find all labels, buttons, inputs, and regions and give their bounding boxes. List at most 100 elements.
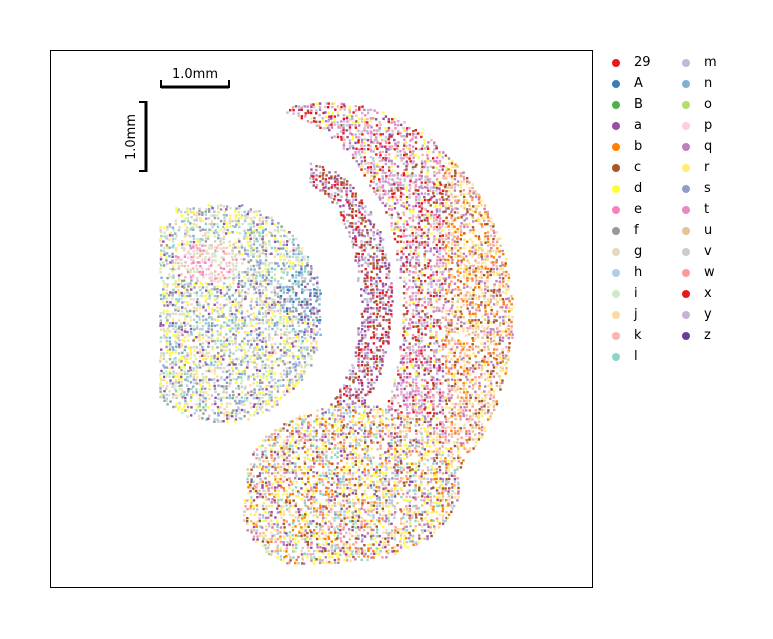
spot-x (424, 306, 427, 309)
spot-a (438, 214, 441, 217)
spot-j (174, 336, 178, 339)
spot-b (492, 357, 496, 360)
spot-x (388, 321, 391, 324)
spot-q (427, 141, 430, 144)
spot-c (456, 264, 460, 267)
spot-i (280, 228, 283, 232)
spot-d (180, 378, 183, 381)
spot-e (190, 255, 193, 259)
spot-29 (438, 366, 441, 369)
spot-g (238, 306, 241, 309)
spot-i (237, 210, 241, 214)
spot-l (255, 280, 258, 283)
spot-a (387, 118, 390, 121)
spot-q (478, 363, 481, 367)
spot-v (363, 126, 366, 130)
spot-j (216, 363, 219, 367)
spot-c (321, 183, 325, 186)
spot-a (402, 379, 405, 382)
spot-n (238, 343, 241, 346)
spot-q (408, 204, 411, 207)
spot-g (285, 255, 288, 259)
spot-j (459, 391, 462, 394)
spot-u (471, 387, 474, 390)
spot-r (208, 367, 211, 370)
spot-q (444, 282, 447, 285)
spot-t (408, 270, 412, 273)
spot-k (358, 132, 361, 136)
spot-g (247, 277, 250, 280)
spot-x (393, 192, 396, 195)
spot-g (166, 228, 169, 231)
spot-m (402, 135, 405, 138)
spot-x (355, 228, 358, 231)
spot-u (456, 322, 459, 325)
spot-r (277, 231, 280, 234)
spot-q (456, 180, 460, 183)
spot-v (253, 240, 256, 243)
spot-a (367, 342, 370, 345)
spot-r (454, 348, 457, 352)
spot-e (202, 249, 205, 252)
spot-n (240, 372, 243, 376)
spot-x (399, 376, 402, 379)
spot-g (244, 354, 247, 357)
spot-e (210, 264, 213, 267)
spot-29 (391, 118, 394, 121)
spot-c (372, 387, 375, 390)
spot-e (424, 361, 427, 364)
spot-q (382, 303, 385, 307)
spot-j (486, 298, 490, 301)
spot-p (195, 264, 198, 268)
spot-u (472, 190, 475, 193)
spot-b (486, 237, 490, 241)
spot-s (213, 324, 216, 327)
spot-x (379, 142, 382, 145)
spot-n (207, 327, 210, 330)
spot-q (406, 346, 409, 349)
spot-w (495, 348, 499, 351)
spot-b (460, 312, 463, 316)
spot-n (222, 313, 225, 316)
spot-s (241, 204, 244, 207)
spot-b (462, 348, 465, 351)
spot-u (480, 364, 484, 367)
spot-m (334, 192, 337, 195)
spot-h (228, 375, 231, 378)
spot-n (297, 252, 300, 256)
spot-b (510, 303, 513, 306)
spot-d (333, 118, 336, 121)
spot-x (346, 201, 349, 204)
spot-c (373, 327, 376, 330)
spot-i (285, 235, 288, 238)
spot-i (297, 258, 300, 261)
spot-j (300, 250, 303, 253)
spot-b (504, 372, 507, 375)
spot-c (405, 268, 409, 271)
spot-d (159, 252, 163, 255)
spot-j (468, 277, 471, 280)
spot-r (445, 166, 448, 169)
spot-a (384, 307, 387, 310)
spot-29 (408, 157, 411, 160)
spot-a (163, 253, 166, 256)
spot-i (162, 280, 165, 283)
spot-t (420, 204, 423, 207)
spot-v (163, 235, 166, 238)
spot-q (345, 390, 348, 393)
spot-k (366, 117, 369, 121)
spot-t (442, 277, 445, 280)
spot-x (312, 180, 315, 184)
spot-b (444, 258, 447, 262)
spot-r (477, 244, 480, 247)
spot-d (168, 354, 172, 357)
spot-h (294, 283, 298, 286)
spot-c (417, 339, 420, 342)
spot-b (445, 244, 448, 247)
spot-m (310, 172, 313, 175)
spot-d (222, 286, 225, 289)
spot-d (390, 165, 393, 168)
spot-a (228, 363, 231, 366)
spot-d (286, 231, 289, 235)
spot-y (442, 258, 445, 261)
